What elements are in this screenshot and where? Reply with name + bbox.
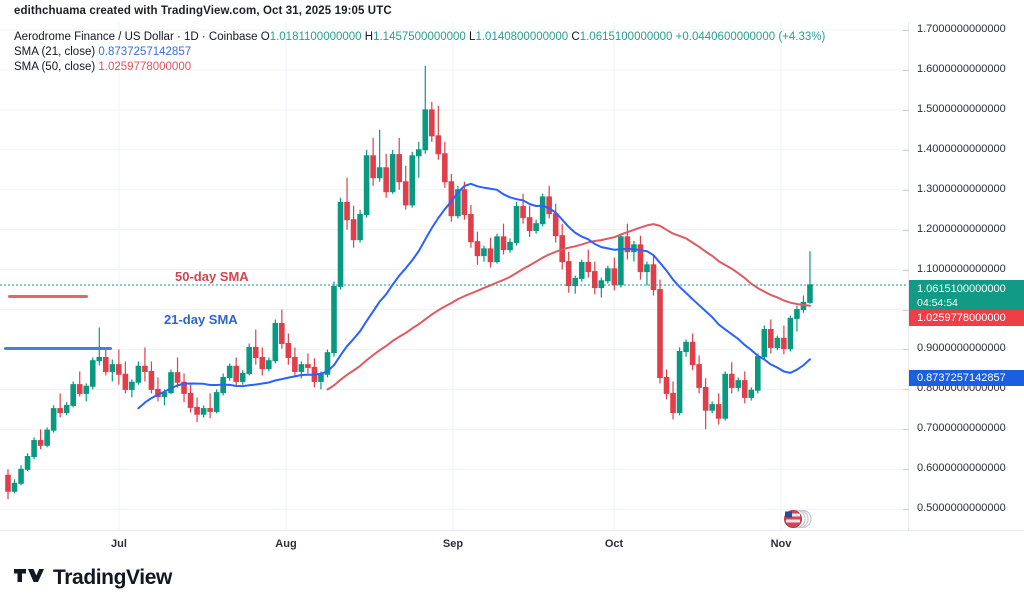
ohlc-high-label: H [364, 31, 374, 43]
ohlc-high-value: 1.1457500000000 [373, 31, 466, 43]
price-tick-label: 1.7000000000000 [917, 22, 1006, 35]
chart-plot-area[interactable] [0, 22, 908, 530]
sma50-price-badge: 1.0259778000000 [909, 310, 1024, 326]
price-tick-dash [903, 389, 909, 391]
sma21-value: 0.8737257142857 [98, 46, 192, 58]
last-price-badge: 1.0615100000000 04:54:54 [909, 280, 1024, 310]
legend-row-sma21: SMA (21, close) 0.8737257142857 [14, 45, 825, 59]
sma50-label[interactable]: SMA (50, close) [14, 61, 96, 73]
last-price-value: 1.0615100000000 [917, 283, 1006, 295]
price-tick-dash [903, 269, 909, 271]
time-tick-label: Nov [770, 538, 792, 550]
legend-row-sma50: SMA (50, close) 1.0259778000000 [14, 60, 825, 74]
price-tick-label: 1.4000000000000 [917, 142, 1006, 155]
price-tick-label: 1.5000000000000 [917, 102, 1006, 115]
ohlc-low-label: L [469, 31, 476, 43]
price-tick-label: 0.9000000000000 [917, 342, 1006, 355]
price-tick-dash [903, 29, 909, 31]
sma21-label[interactable]: SMA (21, close) [14, 46, 96, 58]
annotation-sma50-label: 50-day SMA [175, 269, 249, 284]
price-tick-dash [903, 229, 909, 231]
ohlc-close-value: 1.0615100000000 [579, 31, 673, 43]
chart-legend: Aerodrome Finance / US Dollar · 1D · Coi… [14, 30, 825, 75]
price-tick-dash [903, 469, 909, 471]
ohlc-open-value: 1.0181100000000 [269, 31, 362, 43]
time-tick-label: Aug [275, 538, 297, 550]
price-tick-dash [903, 109, 909, 111]
sma21-price-badge: 0.8737257142857 [909, 370, 1024, 386]
price-tick-dash [903, 509, 909, 511]
tradingview-wordmark: TradingView [53, 566, 172, 589]
sma21-legend-line [4, 347, 112, 350]
price-tick-label: 0.5000000000000 [917, 502, 1006, 515]
time-tick-label: Oct [604, 538, 624, 550]
ohlc-open-label: O [260, 31, 270, 43]
price-axis[interactable]: 1.7000000000000 1.6000000000000 1.50000000… [903, 22, 1024, 530]
price-tick-dash [903, 429, 909, 431]
price-tick-label: 1.1000000000000 [917, 262, 1006, 275]
price-tick-label: 0.6000000000000 [917, 462, 1006, 475]
ohlc-low-value: 1.0140800000000 [475, 31, 569, 43]
legend-row-ohlc: Aerodrome Finance / US Dollar · 1D · Coi… [14, 30, 825, 44]
chart-frame [0, 22, 908, 530]
price-tick-dash [903, 349, 909, 351]
time-tick-label: Jul [111, 538, 127, 550]
price-tick-label: 0.7000000000000 [917, 422, 1006, 435]
price-tick-label: 1.3000000000000 [917, 182, 1006, 195]
price-tick-label: 1.2000000000000 [917, 222, 1006, 235]
footer-branding: TradingView [14, 566, 172, 590]
price-tick-dash [903, 149, 909, 151]
bar-countdown: 04:54:54 [917, 297, 958, 309]
ohlc-close-label: C [571, 31, 580, 43]
ohlc-change-value: +0.0440600000000 [675, 31, 776, 43]
price-tick-label: 1.6000000000000 [917, 62, 1006, 75]
tradingview-logo-icon [14, 568, 44, 582]
annotation-sma21-label: 21-day SMA [164, 312, 238, 327]
attribution-text: edithchuama created with TradingView.com… [14, 5, 392, 17]
sma50-value: 1.0259778000000 [98, 61, 192, 73]
economic-events-flag-icon[interactable] [781, 508, 813, 530]
price-tick-dash [903, 309, 909, 311]
price-tick-dash [903, 189, 909, 191]
ohlc-change-percent: (+4.33%) [778, 31, 826, 43]
candlestick-svg [0, 22, 908, 530]
time-tick-label: Sep [442, 538, 464, 550]
time-axis[interactable]: Jul Aug Sep Oct Nov [0, 530, 1024, 561]
sma50-legend-line [8, 295, 88, 298]
symbol-title[interactable]: Aerodrome Finance / US Dollar · 1D · Coi… [14, 31, 258, 43]
price-tick-dash [903, 69, 909, 71]
